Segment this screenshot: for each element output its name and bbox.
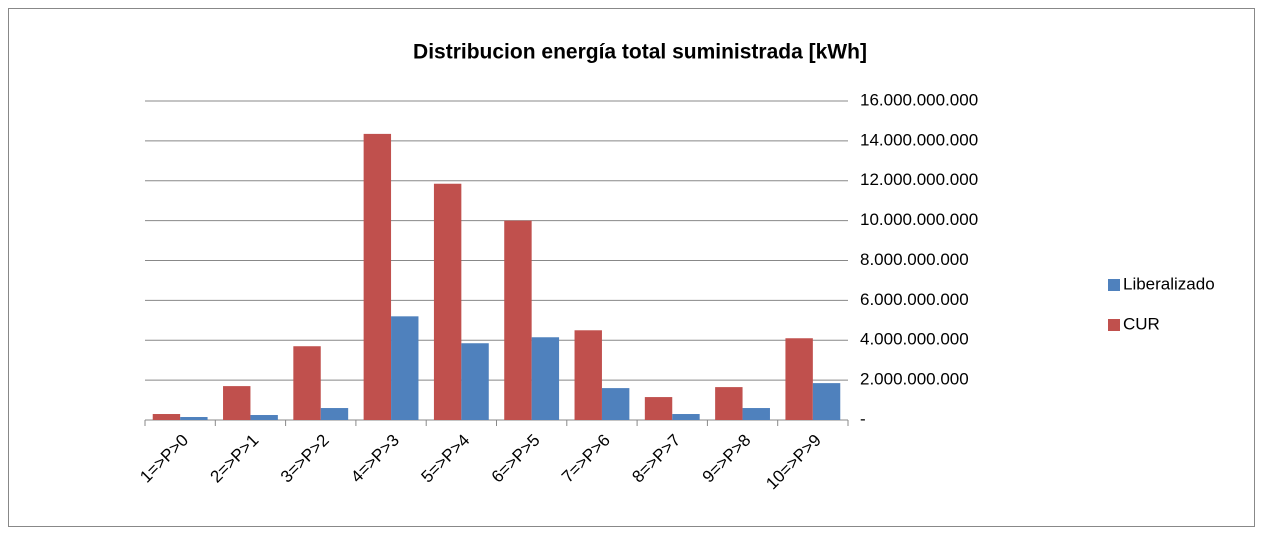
chart-frame [8,8,1255,527]
bar [812,383,841,420]
bar [601,388,630,420]
chart-title: Distribucion energía total suministrada … [413,41,867,64]
bar [504,220,532,420]
bar [320,408,349,420]
y-tick-label: 8.000.000.000 [860,250,969,269]
bar [433,183,462,420]
bar [742,408,770,420]
bar [180,417,208,420]
bar [715,387,743,420]
bar [672,414,700,420]
bar [574,330,602,420]
y-tick-label: 14.000.000.000 [860,130,978,149]
y-tick-label: 10.000.000.000 [860,210,978,229]
bar [363,133,392,420]
y-tick-label: 4.000.000.000 [860,330,969,349]
bar [152,414,181,420]
y-tick-label: 2.000.000.000 [860,370,969,389]
legend-swatch [1108,319,1120,331]
bar [223,386,251,420]
bar [644,397,673,420]
bar [250,415,278,420]
y-tick-label: 6.000.000.000 [860,290,969,309]
bar [785,338,813,420]
legend-label: CUR [1123,314,1160,333]
y-tick-label: - [860,409,866,428]
legend-label: Liberalizado [1123,274,1215,293]
legend-swatch [1108,279,1120,291]
bar [391,316,419,420]
bar [531,337,560,420]
bar [461,343,489,420]
y-tick-label: 16.000.000.000 [860,90,978,109]
y-tick-label: 12.000.000.000 [860,170,978,189]
bar [293,346,321,420]
